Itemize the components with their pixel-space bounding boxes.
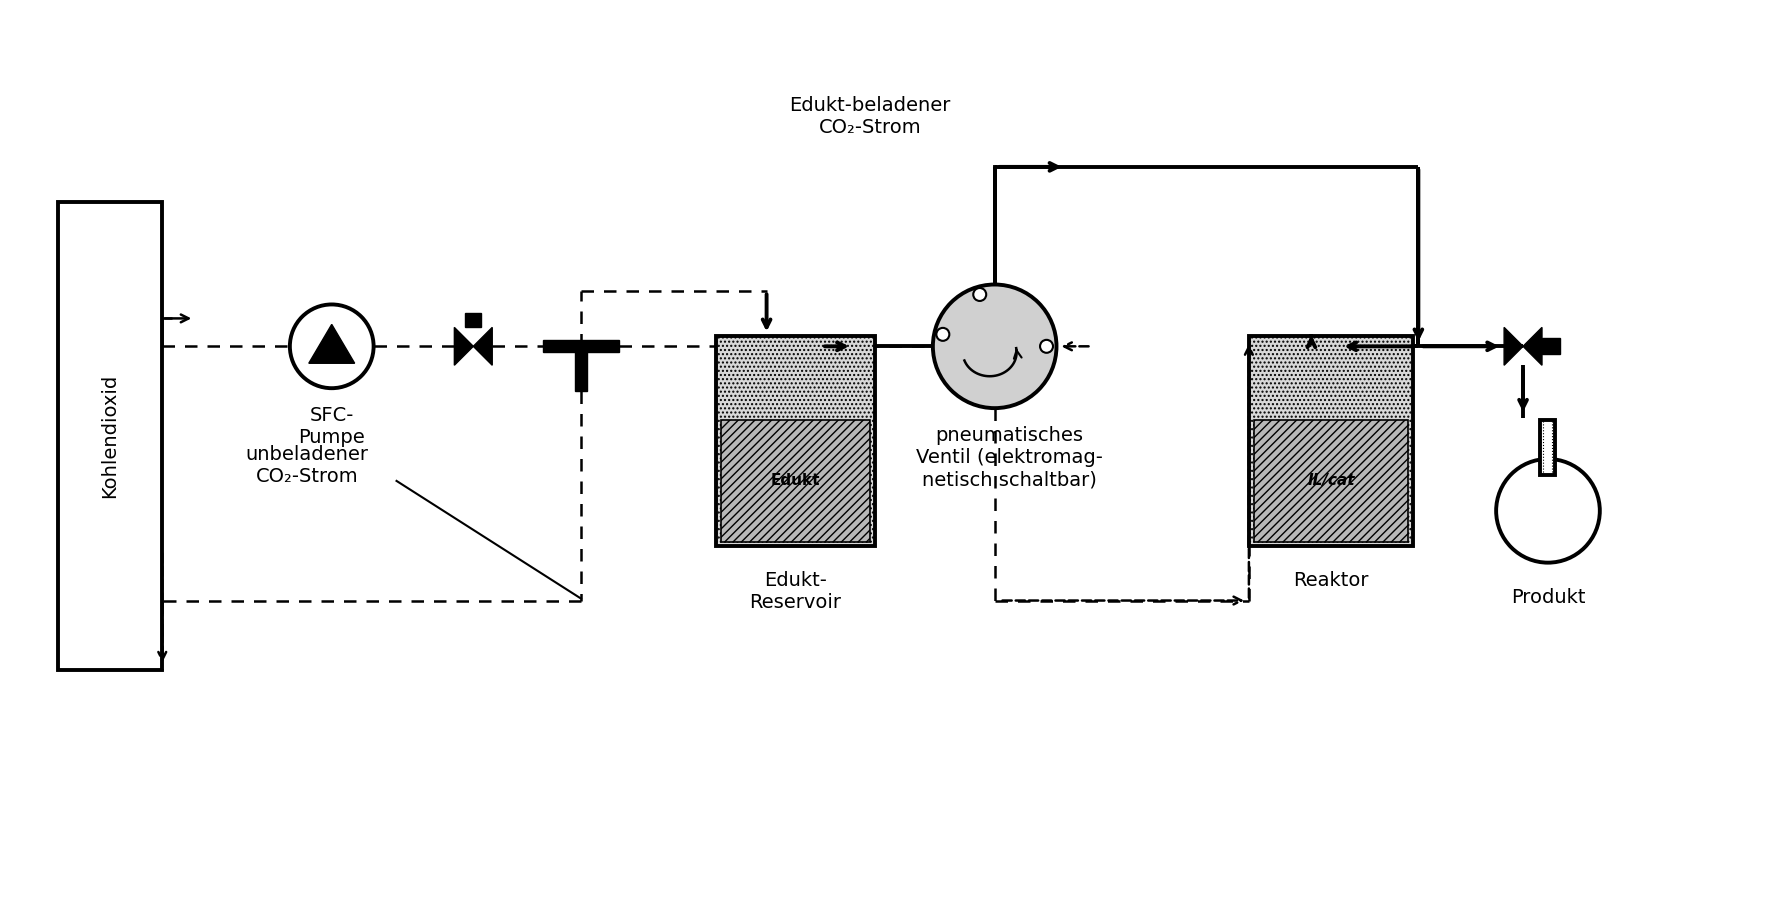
Circle shape — [973, 288, 986, 301]
Polygon shape — [1523, 327, 1541, 365]
Text: Reaktor: Reaktor — [1293, 570, 1368, 589]
Bar — [57, 202, 163, 670]
Text: Edukt: Edukt — [770, 472, 820, 487]
Bar — [575, 346, 588, 391]
Circle shape — [932, 285, 1057, 408]
Polygon shape — [1504, 327, 1523, 365]
Text: Edukt-
Reservoir: Edukt- Reservoir — [750, 570, 841, 612]
Text: SFC-
Pumpe: SFC- Pumpe — [298, 406, 364, 447]
Circle shape — [936, 328, 950, 341]
Text: Produkt: Produkt — [1511, 587, 1586, 606]
Circle shape — [1500, 463, 1595, 559]
Circle shape — [1497, 459, 1600, 562]
Circle shape — [1039, 340, 1054, 353]
Polygon shape — [454, 327, 473, 365]
Polygon shape — [309, 324, 355, 363]
Text: pneumatisches
Ventil (elektromag-
netisch schaltbar): pneumatisches Ventil (elektromag- netisc… — [916, 426, 1104, 489]
Text: Edukt-beladener
CO₂-Strom: Edukt-beladener CO₂-Strom — [789, 96, 950, 137]
Text: unbeladener
CO₂-Strom: unbeladener CO₂-Strom — [245, 445, 368, 487]
Bar — [543, 341, 618, 352]
Polygon shape — [473, 327, 493, 365]
Bar — [720, 420, 870, 542]
Bar — [1248, 336, 1413, 546]
Bar — [1254, 420, 1409, 542]
Bar — [716, 336, 875, 546]
Text: IL/cat: IL/cat — [1307, 472, 1356, 487]
Text: Kohlendioxid: Kohlendioxid — [100, 374, 120, 498]
Circle shape — [289, 305, 373, 388]
Bar — [1541, 420, 1556, 475]
Bar — [1541, 339, 1559, 354]
Bar — [466, 314, 480, 327]
